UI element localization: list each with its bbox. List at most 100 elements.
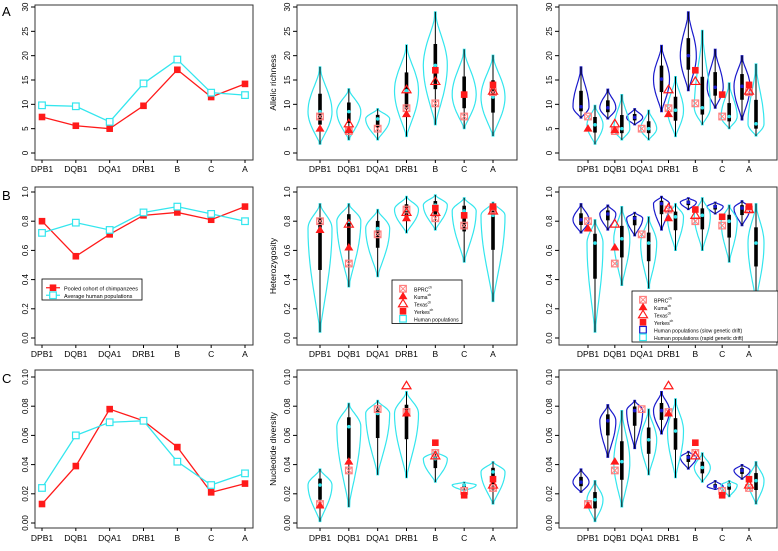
human-violin-box: [404, 404, 409, 440]
chimp-point-texas: [487, 205, 499, 215]
chimp-point-bprc-cross: [611, 259, 619, 268]
human-point: [207, 210, 216, 218]
chimp-point-bprc-cross: [431, 214, 439, 222]
chimp-point-kuma: [402, 213, 411, 222]
chimp-point-bprc: [460, 112, 469, 121]
slow-drift-violin-median: [713, 85, 717, 90]
chimp-point-bprc: [316, 217, 324, 226]
x-tick-label: DQB1: [64, 533, 87, 543]
y-tick-label: 0.02: [21, 485, 30, 501]
x-tick-label: DPB1: [577, 164, 599, 174]
chimp-point-kuma: [610, 242, 620, 251]
legend-label-text: BPRC: [654, 298, 669, 304]
rapid-drift-violin-box: [673, 211, 678, 231]
legend-label: Average human populations: [64, 294, 133, 300]
human-violin-box: [318, 218, 322, 270]
human-point: [71, 431, 80, 440]
chart-c-2: 0.00 0.02 0.04 0.06 0.08 0.10 DPB1 DQB1 DQA1 DRB1…: [545, 369, 778, 543]
slow-drift-violin: [652, 195, 671, 231]
y-tick-label: 0.08: [21, 398, 30, 414]
rapid-drift-violin-median: [727, 114, 731, 119]
chimp-point-yerkes: [692, 439, 699, 446]
y-tick-label: 25: [283, 26, 292, 35]
x-tick-label: DPB1: [31, 349, 53, 359]
chimp-point-texas: [689, 209, 701, 219]
chimp-point-texas: [662, 84, 675, 94]
rapid-drift-violin-median: [700, 105, 705, 110]
x-tick-label: B: [174, 349, 180, 359]
rapid-drift-violin-median: [593, 122, 597, 127]
x-tick-label: DRB1: [657, 533, 680, 543]
x-tick-label: DRB1: [132, 533, 155, 543]
x-tick-label: DPB1: [577, 349, 599, 359]
chimp-point-yerkes: [745, 203, 753, 210]
rapid-drift-violin: [613, 94, 631, 141]
chimp-point: [207, 93, 215, 101]
chimp-point-bprc-cross: [374, 125, 382, 133]
x-tick-label: A: [490, 349, 496, 359]
slow-drift-violin-median: [713, 484, 717, 489]
chimp-point-bprc: [718, 112, 727, 121]
legend-label: Texasch: [654, 311, 671, 319]
legend-label-sup: ch: [668, 296, 672, 300]
chimp-point-texas: [743, 85, 755, 95]
chimp-point-bprc: [373, 124, 382, 133]
y-tick-label: 20: [545, 51, 554, 60]
slow-drift-violin-median: [713, 204, 717, 209]
chimp-point: [106, 125, 113, 132]
chimp-point-texas: [487, 85, 499, 95]
y-tick-label: 0.06: [545, 427, 554, 443]
chimp-point-yerkes: [460, 91, 468, 98]
x-tick-label: DRB1: [132, 349, 155, 359]
x-tick-label: DRB1: [132, 164, 155, 174]
rapid-drift-violin-median: [646, 126, 651, 131]
legend-label: Human populations: [414, 317, 459, 323]
panel-label-b: B: [2, 188, 11, 203]
y-tick-label: 5: [545, 126, 554, 131]
rapid-drift-violin-median: [727, 483, 731, 487]
chimp-point: [174, 443, 181, 451]
rapid-drift-violin-median: [673, 429, 678, 433]
human-violin-box: [318, 93, 322, 125]
x-tick-label: C: [461, 349, 467, 359]
human-violin-median: [375, 117, 380, 121]
y-tick-label: 15: [545, 75, 554, 84]
legend-label-text: Human populations (rapid genetic drift): [654, 336, 744, 342]
legend-label: Texasch: [414, 300, 431, 308]
x-tick-label: DPB1: [31, 533, 53, 543]
rapid-drift-violin-median: [727, 219, 731, 223]
rapid-drift-violin-box: [646, 232, 651, 262]
slow-drift-violin-median: [659, 77, 664, 81]
y-tick-label: 0.2: [283, 303, 292, 315]
y-tick-label: 15: [21, 75, 30, 84]
chimp-point-kuma: [402, 409, 411, 417]
slow-drift-violin-median: [740, 84, 744, 89]
chimp-point-kuma: [583, 224, 593, 232]
human-violin-median: [404, 88, 409, 93]
x-tick-label: B: [692, 349, 698, 359]
legend-label: Kumach: [414, 293, 431, 301]
y-tick-label: 0.10: [545, 369, 554, 385]
y-tick-label: 25: [545, 26, 554, 35]
chimp-point-bprc: [637, 230, 646, 239]
human-violin-median: [318, 109, 322, 114]
human-violin-box: [375, 408, 380, 439]
legend-label-sup: ch: [430, 308, 434, 312]
human-point: [241, 91, 249, 99]
rapid-drift-violin-box: [620, 225, 624, 258]
chimp-point-yerkes: [432, 66, 439, 74]
rapid-drift-violin-median: [754, 122, 758, 126]
y-tick-label: 20: [283, 51, 292, 60]
human-violin-median: [375, 226, 380, 231]
human-violin-box: [491, 210, 495, 250]
y-tick-label: 0: [21, 150, 30, 155]
y-tick-label: 0.8: [545, 215, 554, 227]
y-tick-label: 0.04: [283, 456, 292, 472]
x-tick-label: DRB1: [657, 349, 680, 359]
y-axis-label: Heterozygosity: [268, 237, 278, 294]
x-tick-label: A: [242, 533, 248, 543]
x-tick-label: DQA1: [98, 349, 121, 359]
chimp-point: [106, 405, 113, 413]
chimp-point-yerkes: [432, 439, 439, 446]
